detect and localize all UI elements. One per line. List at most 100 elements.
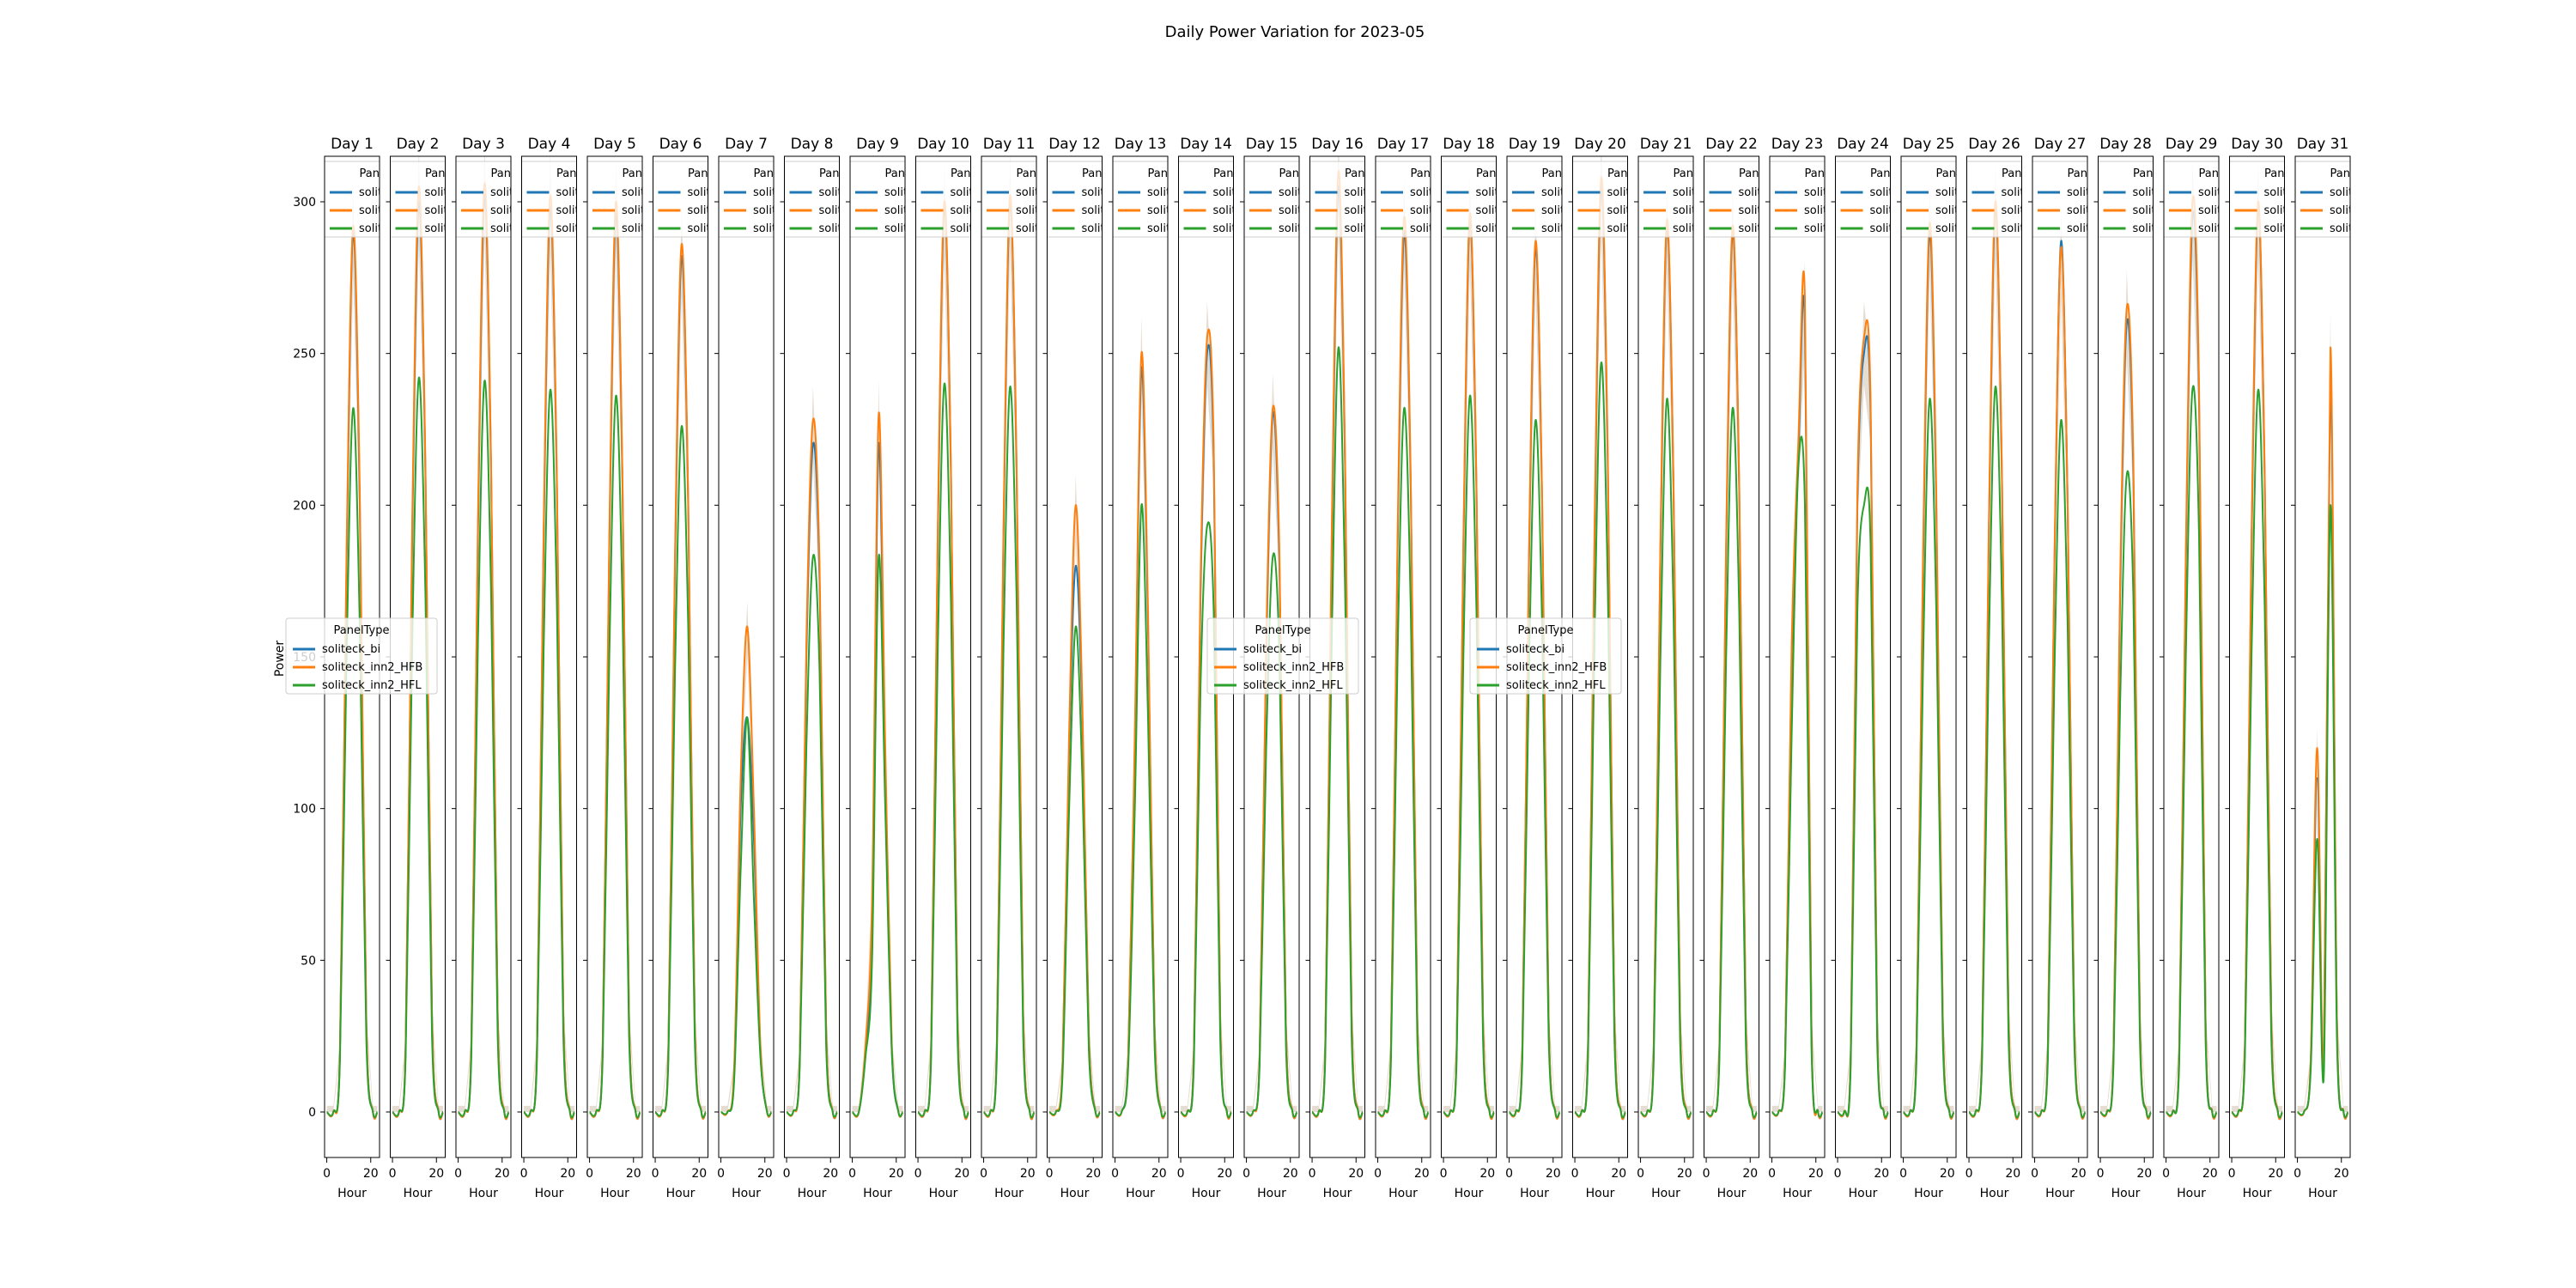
- series-line-soliteck_inn2_HFB: [1180, 328, 1232, 1120]
- panel-11: Day 11 PanelType soliteck_bi soliteck_inn2_…: [977, 136, 1116, 1200]
- axes-frame: [1835, 155, 1891, 1158]
- plot-area: PanelTypesoliteck_bisoliteck_inn2_HFBsol…: [1901, 161, 1992, 1120]
- x-tick-label: 0: [454, 1167, 462, 1181]
- panel-title: Day 16: [1311, 136, 1364, 153]
- legend-frame: [1244, 161, 1299, 238]
- legend-entry: soliteck_inn2_HFL: [1673, 222, 1772, 235]
- x-axis-label: Hour: [600, 1187, 629, 1200]
- series-line-soliteck_inn2_HFB: [1705, 224, 1758, 1121]
- legend-entry: soliteck_inn2_HFL: [884, 222, 984, 235]
- series-line-soliteck_inn2_HFB: [1376, 216, 1430, 1121]
- legend-entry: soliteck_inn2_HFB: [1279, 204, 1379, 217]
- series-line-soliteck_inn2_HFL: [1377, 407, 1430, 1119]
- legend-entry: soliteck_bi: [1476, 186, 1534, 199]
- plot-area: PanelTypesoliteck_bisoliteck_inn2_HFBsol…: [521, 156, 577, 1121]
- plot-area: PanelTypesoliteck_bisoliteck_inn2_HFBsol…: [1638, 161, 1772, 1121]
- legend-frame: [1047, 161, 1103, 238]
- confidence-band: [2166, 159, 2217, 1113]
- legend-entry: soliteck_inn2_HFL: [951, 222, 1050, 235]
- series-line-soliteck_bi: [457, 194, 510, 1121]
- y-axis-label: Power: [273, 641, 287, 677]
- legend-title: PanelType: [1213, 167, 1269, 180]
- legend: PanelType soliteck_bi soliteck_inn2_HFBsol…: [1469, 617, 1622, 695]
- series-line-soliteck_bi: [1639, 224, 1692, 1121]
- legend-entry: soliteck_bi: [688, 186, 746, 199]
- series-line-soliteck_inn2_HFB: [917, 200, 969, 1121]
- x-tick-label: 20: [2136, 1167, 2152, 1181]
- plot-area: PanelTypesoliteck_bisoliteck_inn2_HFBsol…: [1047, 161, 1182, 1119]
- series-line-soliteck_bi: [588, 212, 641, 1121]
- legend-title: PanelType: [1936, 167, 1992, 180]
- x-tick-label: 0: [2293, 1167, 2301, 1181]
- legend: PanelType soliteck_bi soliteck_inn2_HFBsol…: [456, 161, 547, 238]
- panel-3: Day 3 PanelType soliteck_bi soliteck_inn2_H…: [452, 136, 547, 1200]
- legend-entry: soliteck_bi: [884, 186, 943, 199]
- series-line-soliteck_inn2_HFL: [392, 376, 444, 1119]
- legend-entry: soliteck_inn2_HFL: [2067, 222, 2166, 235]
- x-tick-label: 20: [1283, 1167, 1298, 1181]
- x-tick-label: 20: [889, 1167, 904, 1181]
- x-axis-label: Hour: [337, 1187, 367, 1200]
- series-line-soliteck_bi: [2231, 206, 2283, 1121]
- series-line-soliteck_inn2_HFL: [2297, 504, 2349, 1119]
- plot-area: PanelTypesoliteck_bisoliteck_inn2_HFBsol…: [325, 161, 380, 1120]
- axes-frame: [1769, 155, 1826, 1158]
- legend-entry: soliteck_inn2_HFB: [2330, 204, 2430, 217]
- x-tick-label: 20: [1414, 1167, 1430, 1181]
- series-line-soliteck_inn2_HFL: [2034, 419, 2087, 1119]
- legend-frame: [1376, 161, 1431, 238]
- legend: PanelType soliteck_bi soliteck_inn2_HFBsol…: [285, 617, 438, 695]
- plot-area: PanelTypesoliteck_bisoliteck_inn2_HFBsol…: [1113, 161, 1168, 1120]
- panel-8: Day 8 PanelType soliteck_bi soliteck_inn2_H…: [780, 136, 919, 1200]
- panel-title: Day 4: [528, 136, 571, 153]
- series-line-soliteck_inn2_HFL: [1311, 346, 1364, 1119]
- x-tick-label: 20: [1874, 1167, 1889, 1181]
- legend: PanelType soliteck_bi soliteck_inn2_HFBsol…: [1704, 161, 1759, 238]
- legend: PanelType soliteck_bi soliteck_inn2_HFBsol…: [653, 161, 746, 238]
- series-line-soliteck_inn2_HFL: [786, 554, 838, 1118]
- panel-title: Day 11: [983, 136, 1036, 153]
- x-axis-label: Hour: [1520, 1187, 1549, 1200]
- panel-9: Day 9 PanelType soliteck_bi soliteck_inn2_H…: [846, 136, 984, 1200]
- legend-title: PanelType: [491, 167, 547, 180]
- panel-26: Day 26 PanelType soliteck_bi soliteck_inn2_…: [1962, 136, 2022, 1200]
- confidence-band: [1377, 174, 1429, 1113]
- panel-6: Day 6 PanelType soliteck_bi soliteck_inn2_H…: [648, 136, 746, 1200]
- confidence-band: [458, 156, 509, 1112]
- legend-entry: soliteck_inn2_HFL: [1082, 222, 1182, 235]
- series-line-soliteck_inn2_HFL: [2231, 388, 2283, 1119]
- legend-frame: [325, 161, 380, 238]
- panel-title: Day 13: [1115, 136, 1167, 153]
- panel-title: Day 27: [2034, 136, 2087, 153]
- legend-entry: soliteck_inn2_HFL: [1410, 222, 1510, 235]
- x-tick-label: 20: [1151, 1167, 1167, 1181]
- axes-frame: [455, 155, 512, 1158]
- confidence-band: [720, 600, 772, 1112]
- legend: PanelType soliteck_bi soliteck_inn2_HFBsol…: [2295, 161, 2430, 238]
- series-line-soliteck_inn2_HFL: [654, 425, 707, 1119]
- panel-title: Day 26: [1968, 136, 2020, 153]
- legend-entry: soliteck_inn2_HFL: [819, 222, 919, 235]
- legend-frame: [1704, 161, 1759, 238]
- x-tick-label: 20: [1546, 1167, 1561, 1181]
- legend-frame: [587, 161, 642, 238]
- legend-title: PanelType: [1017, 167, 1072, 180]
- x-axis-label: Hour: [469, 1187, 498, 1200]
- legend-frame: [1966, 161, 2022, 238]
- legend-entry: soliteck_bi: [1804, 186, 1862, 199]
- x-axis-label: Hour: [2243, 1187, 2272, 1200]
- series-line-soliteck_inn2_HFB: [1245, 404, 1298, 1120]
- y-tick-label: 200: [293, 499, 316, 513]
- legend-entry: soliteck_inn2_HFB: [2198, 204, 2299, 217]
- series-line-soliteck_inn2_HFB: [1639, 218, 1692, 1121]
- legend-entry: soliteck_bi: [322, 643, 380, 656]
- legend-entry: soliteck_inn2_HFL: [753, 222, 853, 235]
- plot-area: PanelTypesoliteck_bisoliteck_inn2_HFBsol…: [1770, 161, 1862, 1120]
- legend-frame: [1206, 617, 1359, 695]
- legend: PanelType soliteck_bi soliteck_inn2_HFBsol…: [2164, 161, 2299, 238]
- legend-title: PanelType: [1255, 624, 1311, 637]
- legend: PanelType soliteck_bi soliteck_inn2_HFBsol…: [719, 161, 853, 238]
- legend-entry: soliteck_inn2_HFB: [1016, 204, 1116, 217]
- series-line-soliteck_bi: [2165, 210, 2218, 1120]
- legend: PanelType soliteck_bi soliteck_inn2_HFBsol…: [325, 161, 380, 238]
